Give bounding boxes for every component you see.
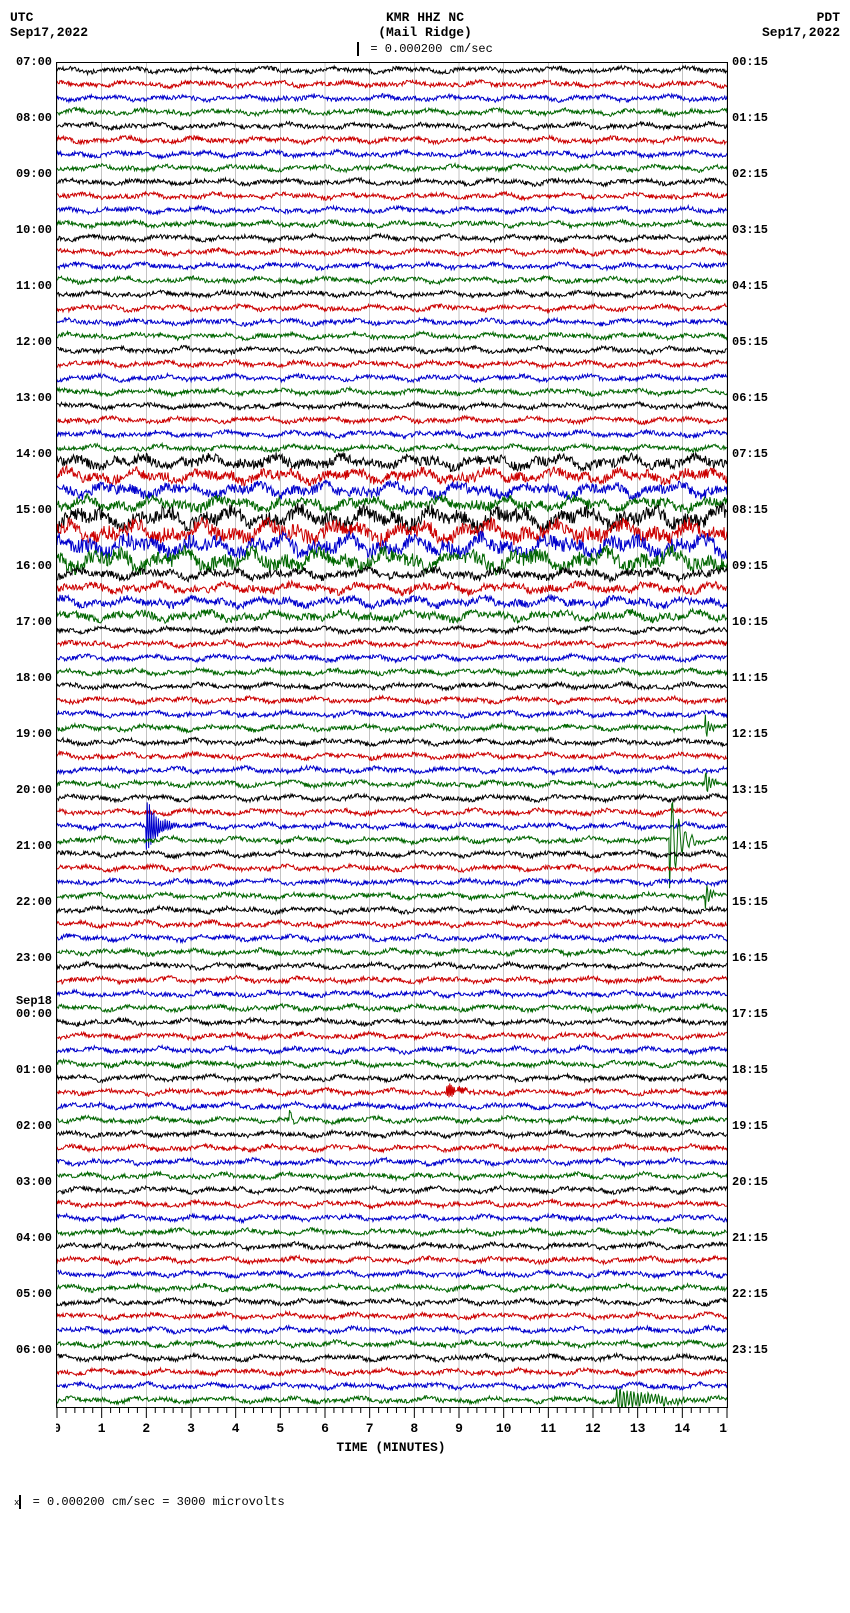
- pdt-time-label: 00:15: [732, 55, 768, 69]
- pdt-time-label: 21:15: [732, 1231, 768, 1245]
- pdt-date: Sep17,2022: [762, 25, 840, 40]
- x-tick-label: 0: [56, 1421, 61, 1436]
- utc-time-label: 14:00: [16, 447, 52, 461]
- utc-time-label: 11:00: [16, 279, 52, 293]
- x-tick-label: 4: [232, 1421, 240, 1436]
- x-tick-label: 9: [455, 1421, 463, 1436]
- utc-time-label: 10:00: [16, 223, 52, 237]
- station-block: KMR HHZ NC (Mail Ridge): [378, 10, 472, 40]
- utc-time-label: 07:00: [16, 55, 52, 69]
- footer-scale-bar-icon: [19, 1495, 21, 1509]
- utc-time-label: 08:00: [16, 111, 52, 125]
- pdt-time-label: 05:15: [732, 335, 768, 349]
- x-tick-label: 2: [142, 1421, 150, 1436]
- pdt-time-label: 12:15: [732, 727, 768, 741]
- pdt-time-label: 01:15: [732, 111, 768, 125]
- utc-time-label: 12:00: [16, 335, 52, 349]
- pdt-time-label: 13:15: [732, 783, 768, 797]
- pdt-time-label: 08:15: [732, 503, 768, 517]
- utc-time-label: 09:00: [16, 167, 52, 181]
- pdt-block: PDT Sep17,2022: [762, 10, 840, 40]
- footer-text: = 0.000200 cm/sec = 3000 microvolts: [25, 1495, 284, 1509]
- x-tick-label: 11: [541, 1421, 557, 1436]
- utc-time-label: 15:00: [16, 503, 52, 517]
- station-line1: KMR HHZ NC: [378, 10, 472, 25]
- right-time-labels: 00:1501:1502:1503:1504:1505:1506:1507:15…: [730, 62, 778, 1406]
- utc-time-label: 13:00: [16, 391, 52, 405]
- station-line2: (Mail Ridge): [378, 25, 472, 40]
- utc-time-label: 19:00: [16, 727, 52, 741]
- x-tick-label: 14: [675, 1421, 691, 1436]
- scale-bar-icon: [357, 42, 359, 56]
- x-tick-label: 8: [410, 1421, 418, 1436]
- pdt-time-label: 23:15: [732, 1343, 768, 1357]
- utc-date-change-label: Sep18: [16, 994, 52, 1008]
- utc-block: UTC Sep17,2022: [10, 10, 88, 40]
- x-tick-label: 6: [321, 1421, 329, 1436]
- x-tick-label: 7: [366, 1421, 374, 1436]
- utc-time-label: 02:00: [16, 1119, 52, 1133]
- pdt-time-label: 11:15: [732, 671, 768, 685]
- utc-time-label: 00:00: [16, 1007, 52, 1021]
- pdt-time-label: 18:15: [732, 1063, 768, 1077]
- pdt-time-label: 22:15: [732, 1287, 768, 1301]
- seismogram-svg: [57, 63, 727, 1407]
- scale-note-text: = 0.000200 cm/sec: [363, 42, 493, 56]
- utc-tz-label: UTC: [10, 10, 88, 25]
- scale-note: = 0.000200 cm/sec: [10, 42, 840, 56]
- utc-time-label: 20:00: [16, 783, 52, 797]
- utc-time-label: 23:00: [16, 951, 52, 965]
- utc-time-label: 04:00: [16, 1231, 52, 1245]
- pdt-time-label: 07:15: [732, 447, 768, 461]
- utc-time-label: 16:00: [16, 559, 52, 573]
- utc-date: Sep17,2022: [10, 25, 88, 40]
- x-tick-label: 3: [187, 1421, 195, 1436]
- x-axis-svg: 0123456789101112131415: [56, 1408, 728, 1438]
- x-tick-label: 12: [585, 1421, 601, 1436]
- pdt-time-label: 06:15: [732, 391, 768, 405]
- x-tick-label: 5: [276, 1421, 284, 1436]
- utc-time-label: 05:00: [16, 1287, 52, 1301]
- utc-time-label: 21:00: [16, 839, 52, 853]
- pdt-time-label: 09:15: [732, 559, 768, 573]
- header-row: UTC Sep17,2022 KMR HHZ NC (Mail Ridge) P…: [10, 10, 840, 40]
- footer: x = 0.000200 cm/sec = 3000 microvolts: [14, 1495, 840, 1509]
- x-tick-label: 1: [98, 1421, 106, 1436]
- pdt-time-label: 15:15: [732, 895, 768, 909]
- utc-time-label: 06:00: [16, 1343, 52, 1357]
- utc-time-label: 01:00: [16, 1063, 52, 1077]
- pdt-time-label: 03:15: [732, 223, 768, 237]
- x-axis-title: TIME (MINUTES): [56, 1440, 726, 1455]
- pdt-time-label: 17:15: [732, 1007, 768, 1021]
- pdt-tz-label: PDT: [762, 10, 840, 25]
- plot-wrap: 07:0008:0009:0010:0011:0012:0013:0014:00…: [56, 62, 726, 1455]
- utc-time-label: 17:00: [16, 615, 52, 629]
- x-tick-label: 15: [719, 1421, 728, 1436]
- seismogram-plot: [56, 62, 728, 1408]
- pdt-time-label: 20:15: [732, 1175, 768, 1189]
- x-tick-label: 13: [630, 1421, 646, 1436]
- pdt-time-label: 16:15: [732, 951, 768, 965]
- pdt-time-label: 04:15: [732, 279, 768, 293]
- pdt-time-label: 02:15: [732, 167, 768, 181]
- utc-time-label: 03:00: [16, 1175, 52, 1189]
- utc-time-label: 22:00: [16, 895, 52, 909]
- pdt-time-label: 14:15: [732, 839, 768, 853]
- pdt-time-label: 10:15: [732, 615, 768, 629]
- left-time-labels: 07:0008:0009:0010:0011:0012:0013:0014:00…: [10, 62, 54, 1406]
- utc-time-label: 18:00: [16, 671, 52, 685]
- x-tick-label: 10: [496, 1421, 512, 1436]
- pdt-time-label: 19:15: [732, 1119, 768, 1133]
